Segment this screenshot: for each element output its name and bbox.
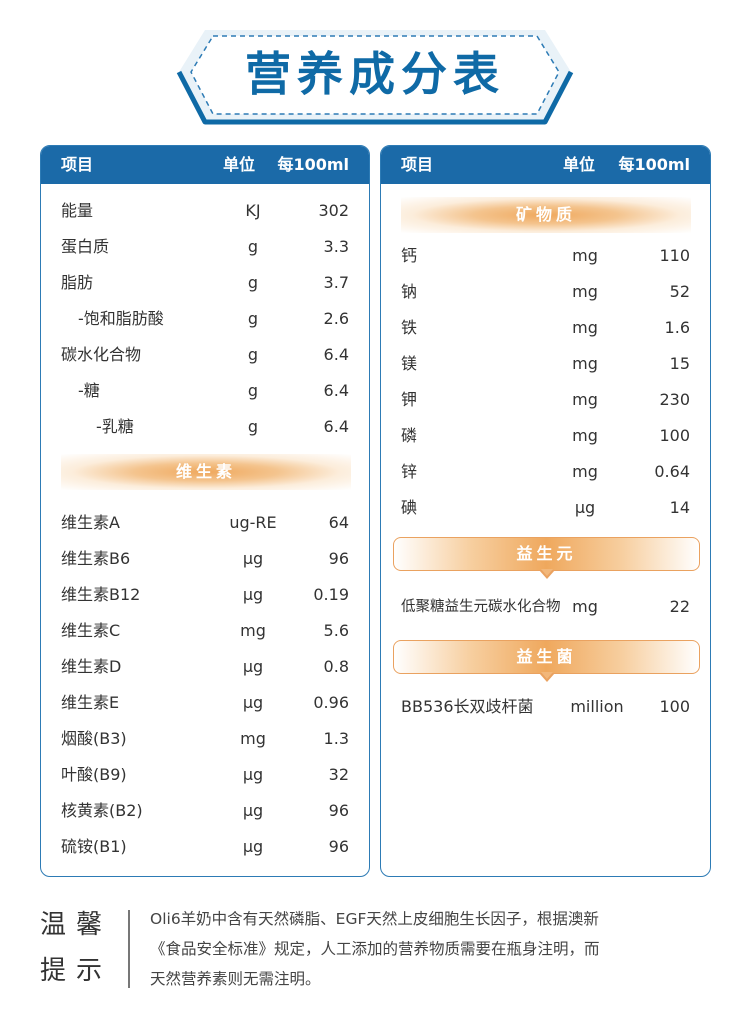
tip-label-line2: 提示 xyxy=(40,956,113,986)
table-row: 核黄素(B2) μg 96 xyxy=(61,801,349,820)
table-row: 钠 mg 52 xyxy=(401,282,690,301)
section-vitamins: 维生素 xyxy=(61,454,351,490)
banner-frame xyxy=(176,30,574,125)
table-row: 镁 mg 15 xyxy=(401,354,690,373)
table-row: 低聚糖益生元碳水化合物 mg 22 xyxy=(401,597,690,616)
table-row: -糖 g 6.4 xyxy=(78,381,349,400)
tip-text-line: 天然营养素则无需注明。 xyxy=(150,970,321,988)
header-unit: 单位 xyxy=(563,155,596,174)
pointer-arrow-inner xyxy=(541,672,553,679)
title-banner: 营养成分表 xyxy=(175,26,575,126)
table-row: 碘 μg 14 xyxy=(401,498,690,517)
header-per: 每100ml xyxy=(618,155,690,174)
tip-text-line: Oli6羊奶中含有天然磷脂、EGF天然上皮细胞生长因子，根据澳新 xyxy=(150,910,599,928)
tip-text: Oli6羊奶中含有天然磷脂、EGF天然上皮细胞生长因子，根据澳新 《食品安全标准… xyxy=(150,904,710,994)
table-row: 钙 mg 110 xyxy=(401,246,690,265)
table-row: 烟酸(B3) mg 1.3 xyxy=(61,729,349,748)
header-unit: 单位 xyxy=(223,155,256,174)
tip-label-line1: 温馨 xyxy=(40,910,113,940)
table-row: 硫铵(B1) μg 96 xyxy=(61,837,349,856)
section-prebiotics: 益生元 xyxy=(393,537,700,579)
table-row: 钾 mg 230 xyxy=(401,390,690,409)
tip-text-line: 《食品安全标准》规定，人工添加的营养物质需要在瓶身注明，而 xyxy=(150,940,600,958)
table-row: 维生素A ug-RE 64 xyxy=(61,513,349,532)
table-row: 维生素E μg 0.96 xyxy=(61,693,349,712)
table-row: 维生素D μg 0.8 xyxy=(61,657,349,676)
section-prebiotics-label: 益生元 xyxy=(516,544,577,563)
section-probiotics-label: 益生菌 xyxy=(516,647,577,666)
header-per: 每100ml xyxy=(277,155,349,174)
table-row: -乳糖 g 6.4 xyxy=(96,417,349,436)
header-item: 项目 xyxy=(401,155,434,174)
section-probiotics: 益生菌 xyxy=(393,640,700,682)
table-row: -饱和脂肪酸 g 2.6 xyxy=(78,309,349,328)
table-row: 碳水化合物 g 6.4 xyxy=(61,345,349,364)
table-row: 铁 mg 1.6 xyxy=(401,318,690,337)
right-nutrition-table: 项目 单位 每100ml 矿物质 钙 mg 110 钠 mg 52 铁 mg 1… xyxy=(380,145,711,877)
table-row: 叶酸(B9) μg 32 xyxy=(61,765,349,784)
page-title: 营养成分表 xyxy=(245,47,505,101)
table-row: 蛋白质 g 3.3 xyxy=(61,237,349,256)
table-row: 维生素B12 μg 0.19 xyxy=(61,585,349,604)
section-minerals: 矿物质 xyxy=(401,197,691,233)
table-row: 磷 mg 100 xyxy=(401,426,690,445)
table-row: 能量 KJ 302 xyxy=(61,201,349,220)
header-item: 项目 xyxy=(61,155,94,174)
table-header: 项目 单位 每100ml xyxy=(381,146,710,184)
table-row: 维生素C mg 5.6 xyxy=(61,621,349,640)
table-row: 锌 mg 0.64 xyxy=(401,462,690,481)
left-nutrition-table: 项目 单位 每100ml 能量 KJ 302 蛋白质 g 3.3 脂肪 g 3.… xyxy=(40,145,370,877)
table-header: 项目 单位 每100ml xyxy=(41,146,369,184)
tip-divider xyxy=(128,910,130,988)
table-row: 维生素B6 μg 96 xyxy=(61,549,349,568)
table-row: 脂肪 g 3.7 xyxy=(61,273,349,292)
pointer-arrow-inner xyxy=(541,569,553,576)
table-row: BB536长双歧杆菌 million 100 xyxy=(401,697,690,716)
